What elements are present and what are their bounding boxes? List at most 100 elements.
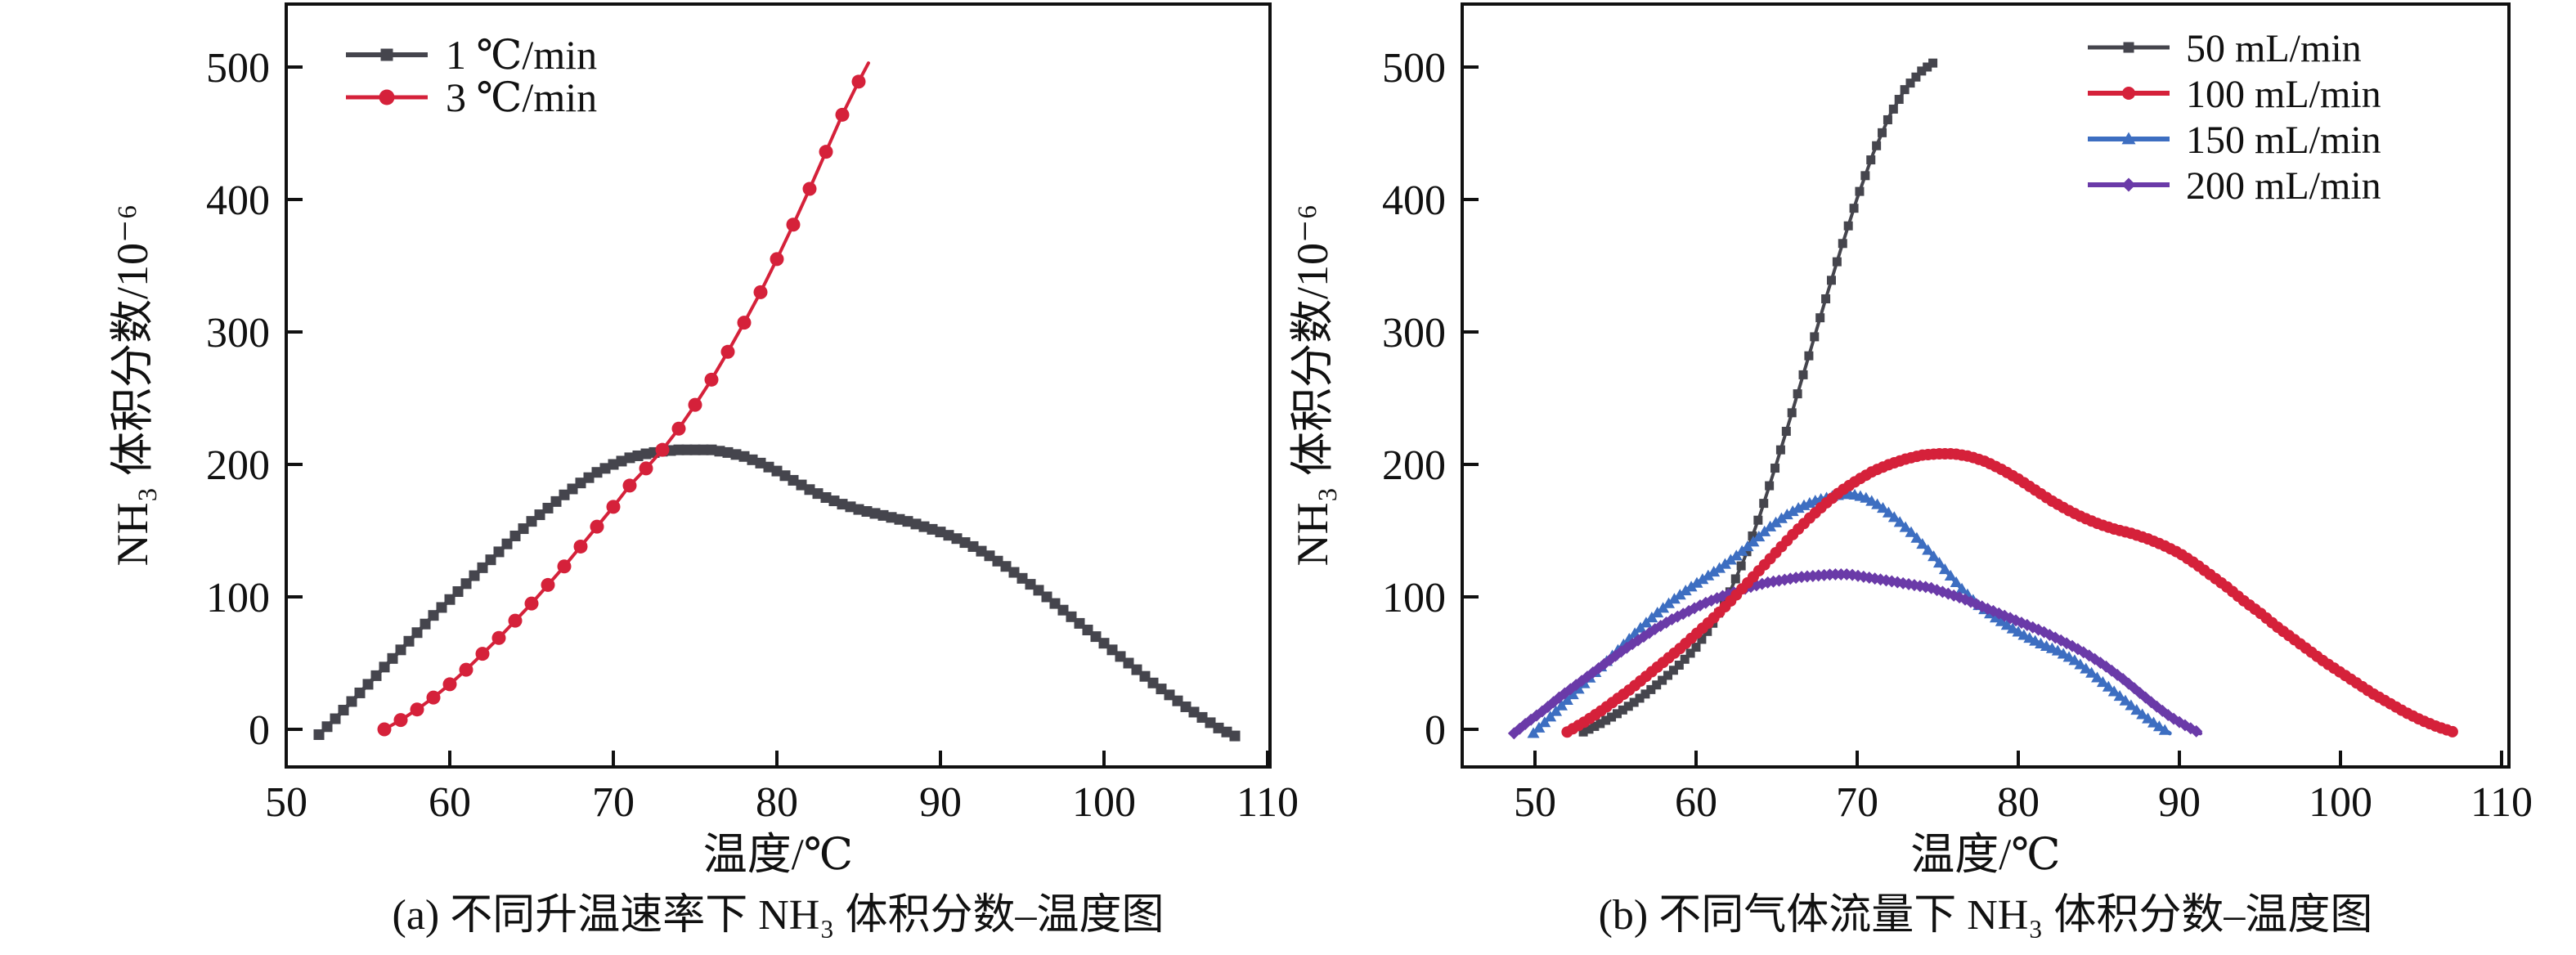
triangle-marker xyxy=(1708,566,1721,577)
square-marker xyxy=(1866,155,1876,165)
circle-marker xyxy=(835,107,850,122)
square-marker xyxy=(681,444,693,455)
triangle-marker xyxy=(2096,675,2109,688)
circle-marker xyxy=(442,677,457,692)
circle-marker xyxy=(459,662,473,677)
circle-marker xyxy=(573,539,588,554)
y-tick-label: 0 xyxy=(1425,707,1446,754)
circle-marker xyxy=(426,690,441,705)
triangle-marker xyxy=(1550,705,1563,716)
square-marker xyxy=(910,518,922,530)
x-tick-label: 60 xyxy=(1675,779,1717,826)
square-marker xyxy=(380,48,393,61)
triangle-marker xyxy=(1916,537,1929,549)
square-marker xyxy=(1905,78,1915,88)
legend-item: 1 ℃/min xyxy=(346,32,597,78)
square-marker xyxy=(411,627,423,639)
square-marker xyxy=(575,478,586,489)
square-marker xyxy=(1804,351,1814,361)
square-marker xyxy=(1180,701,1192,712)
circle-marker xyxy=(704,372,719,387)
square-marker xyxy=(967,540,979,552)
triangle-marker xyxy=(1786,505,1799,517)
square-marker xyxy=(935,527,946,538)
circle-marker xyxy=(377,722,392,737)
square-marker xyxy=(755,457,766,469)
square-marker xyxy=(1106,644,1118,656)
square-marker xyxy=(1205,717,1216,729)
triangle-marker xyxy=(1718,558,1731,569)
square-marker xyxy=(1730,574,1740,584)
x-tick-label: 80 xyxy=(1997,779,2040,826)
circle-marker xyxy=(819,145,833,159)
square-marker xyxy=(1770,464,1780,473)
square-marker xyxy=(837,499,848,510)
square-marker xyxy=(1855,186,1865,196)
chart-b: 50 60 70 80 90 100 110 0 100 200 300 400 500 50 mL/mi… xyxy=(1288,2,2533,939)
square-marker xyxy=(1888,104,1898,114)
y-axis-title: NH₃ 体积分数/10⁻⁶ xyxy=(1288,204,1337,567)
square-marker xyxy=(689,444,701,455)
legend-item: 100 mL/min xyxy=(2088,73,2381,116)
square-marker xyxy=(616,455,627,467)
square-marker xyxy=(452,586,464,598)
square-marker xyxy=(485,554,496,566)
diamond-marker xyxy=(2190,724,2203,738)
square-marker xyxy=(477,562,488,573)
x-tick-label: 110 xyxy=(2471,779,2533,826)
square-marker xyxy=(698,444,709,455)
square-marker xyxy=(1098,638,1110,649)
triangle-marker xyxy=(1764,520,1777,531)
square-marker xyxy=(1668,666,1678,675)
square-marker xyxy=(403,635,415,647)
square-marker xyxy=(1066,611,1077,622)
square-marker xyxy=(1674,661,1684,670)
square-marker xyxy=(387,652,398,664)
square-marker xyxy=(460,578,472,590)
triangle-marker xyxy=(1702,569,1715,581)
square-marker xyxy=(632,450,644,461)
triangle-marker xyxy=(2102,680,2115,692)
x-tick-label: 90 xyxy=(2158,779,2201,826)
triangle-marker xyxy=(1566,688,1579,700)
x-tick-label: 70 xyxy=(1836,779,1878,826)
square-marker xyxy=(722,446,734,458)
square-marker xyxy=(1057,604,1069,616)
triangle-marker xyxy=(1679,584,1692,596)
square-marker xyxy=(673,444,684,455)
triangle-marker xyxy=(1696,573,1709,585)
square-marker xyxy=(534,509,545,521)
square-marker xyxy=(608,459,619,470)
triangle-marker xyxy=(1555,699,1568,711)
triangle-marker xyxy=(2080,662,2093,674)
triangle-marker xyxy=(1893,516,1906,527)
square-marker xyxy=(1838,239,1847,249)
square-marker xyxy=(1775,445,1785,455)
square-marker xyxy=(1759,499,1769,509)
circle-marker xyxy=(622,478,637,493)
square-marker xyxy=(1635,693,1645,703)
square-marker xyxy=(747,454,758,465)
triangle-marker xyxy=(2147,716,2160,728)
triangle-marker xyxy=(1533,721,1546,733)
circle-marker xyxy=(753,285,768,299)
triangle-marker xyxy=(1527,727,1540,738)
square-marker xyxy=(559,489,570,500)
x-tick-label: 50 xyxy=(265,779,307,826)
square-marker xyxy=(1748,531,1757,540)
legend-label: 200 mL/min xyxy=(2186,164,2381,208)
square-marker xyxy=(1229,730,1241,742)
triangle-marker xyxy=(2068,654,2081,666)
y-tick-label: 500 xyxy=(206,45,270,92)
triangle-marker xyxy=(1724,554,1737,565)
square-marker xyxy=(420,618,431,630)
triangle-marker xyxy=(1882,506,1895,518)
square-marker xyxy=(927,523,938,535)
y-tick-label: 200 xyxy=(1382,442,1446,489)
triangle-marker xyxy=(1899,521,1912,532)
square-marker xyxy=(1821,294,1831,303)
legend-label: 1 ℃/min xyxy=(446,32,597,78)
square-marker xyxy=(1742,547,1752,557)
series-150-mL-min xyxy=(1527,487,2172,738)
